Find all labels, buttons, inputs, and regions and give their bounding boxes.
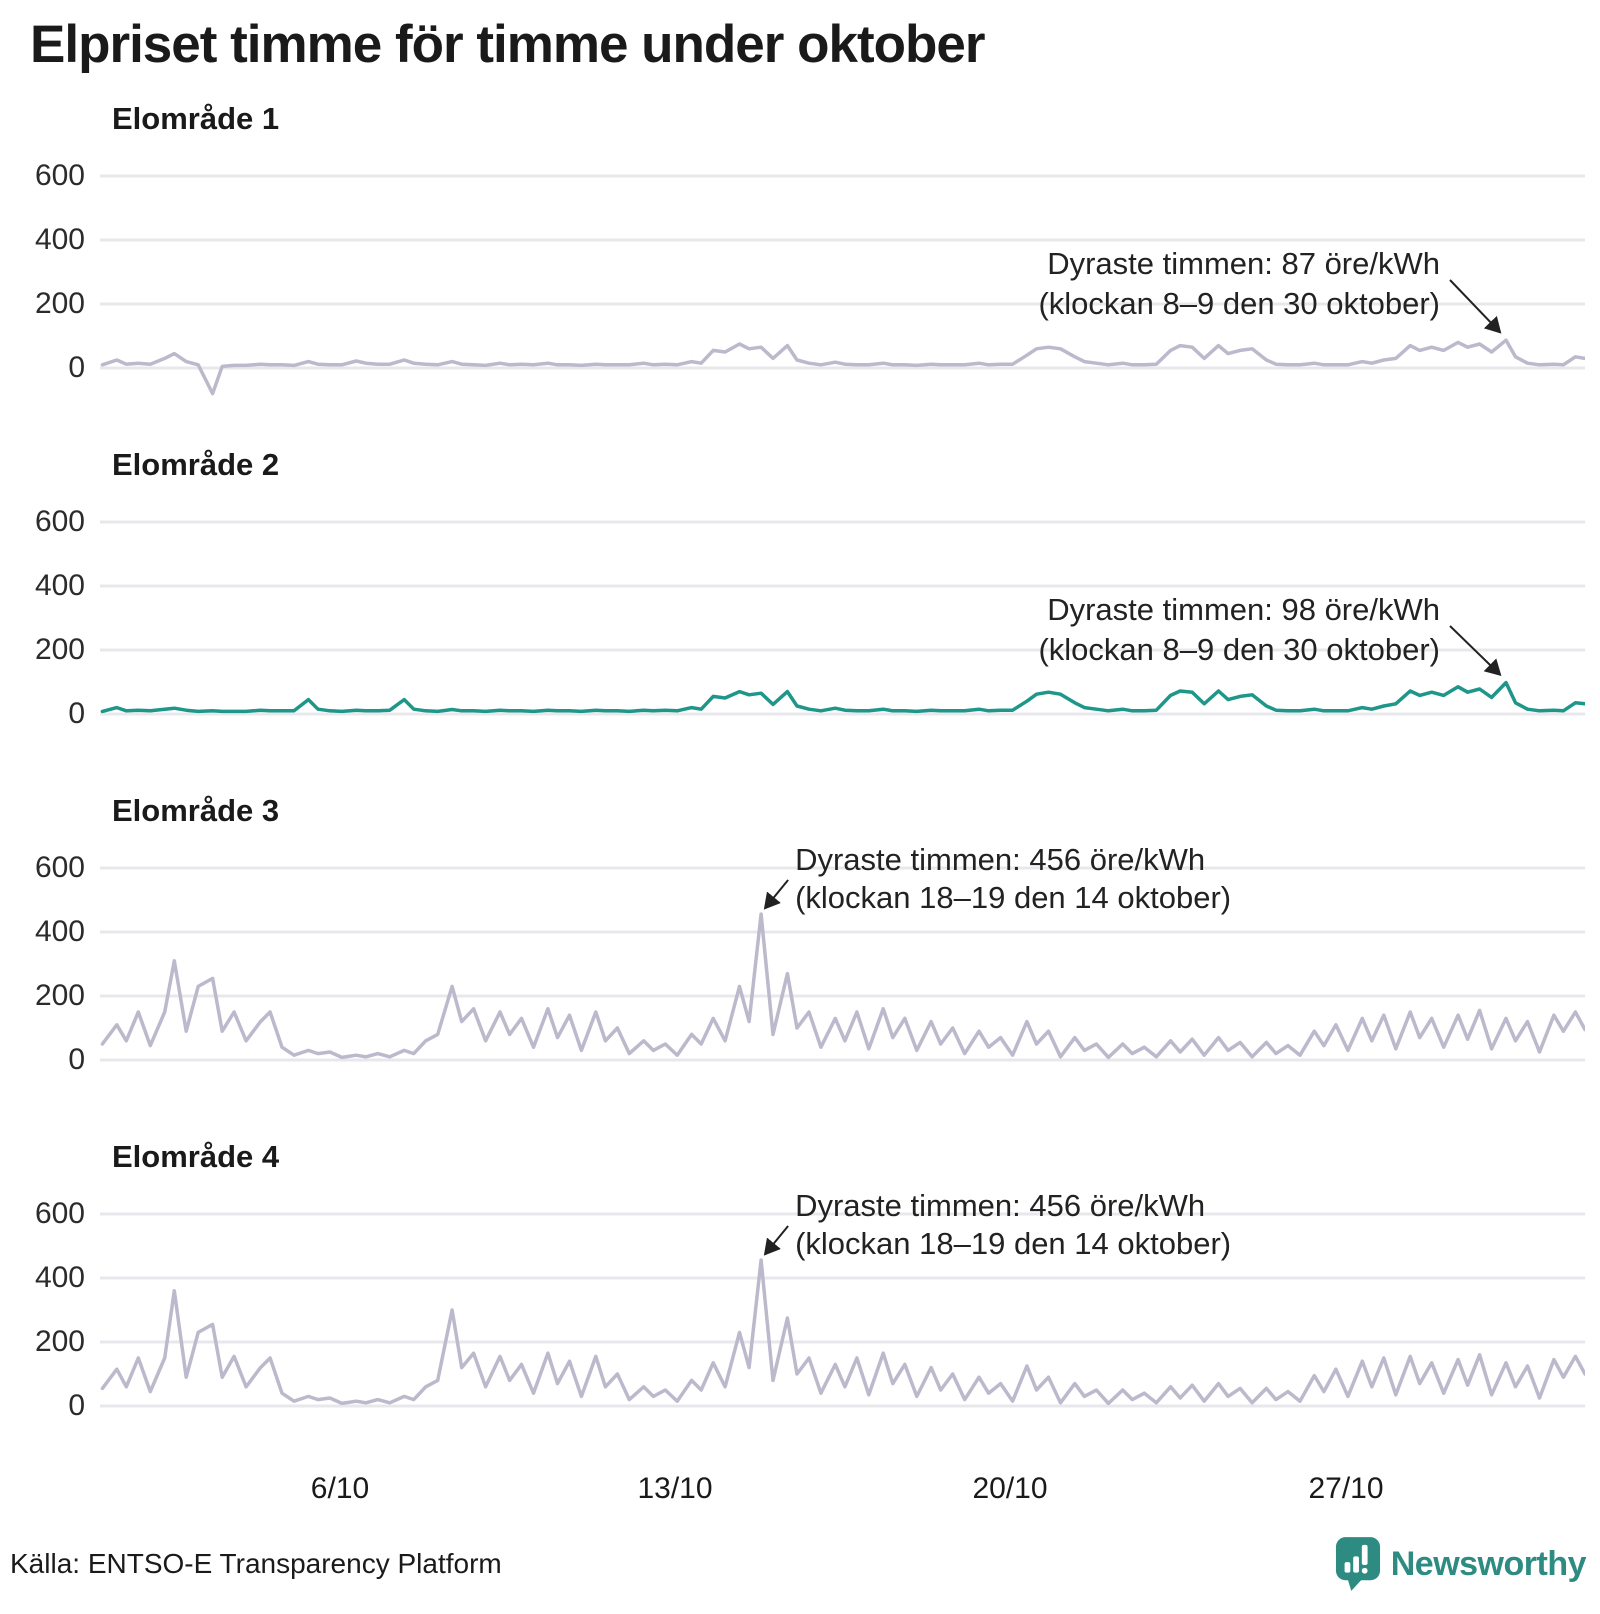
max-annotation-line2: (klockan 18–19 den 14 oktober) — [795, 1226, 1231, 1261]
panel-title: Elområde 1 — [112, 101, 280, 136]
y-tick-label: 200 — [34, 287, 85, 320]
max-annotation-line1: Dyraste timmen: 98 öre/kWh — [1047, 592, 1440, 627]
x-axis-labels: 6/10 13/10 20/10 27/10 — [100, 1468, 1585, 1510]
source-credit: Källa: ENTSO-E Transparency Platform — [10, 1548, 502, 1579]
y-tick-label: 0 — [68, 1043, 85, 1076]
y-tick-label: 600 — [34, 851, 85, 884]
x-tick-label: 20/10 — [972, 1472, 1048, 1505]
price-line-chart: Dyraste timmen: 98 öre/kWh (klockan 8–9 d… — [100, 520, 1585, 716]
y-tick-label: 400 — [34, 569, 85, 602]
max-annotation-line1: Dyraste timmen: 456 öre/kWh — [795, 1188, 1205, 1223]
price-line — [100, 912, 1585, 1060]
max-annotation-arrow — [763, 879, 789, 910]
max-annotation-line2: (klockan 8–9 den 30 oktober) — [1038, 286, 1440, 321]
y-axis-labels: 600 400 200 0 — [0, 144, 100, 416]
x-tick-label: 13/10 — [637, 1472, 713, 1505]
price-line-chart: Dyraste timmen: 456 öre/kWh(klockan 18–1… — [100, 1188, 1585, 1408]
panel-title: Elområde 4 — [112, 1139, 280, 1174]
y-tick-label: 0 — [68, 1389, 85, 1422]
max-annotation-line2: (klockan 18–19 den 14 oktober) — [795, 880, 1231, 915]
y-tick-label: 200 — [34, 979, 85, 1012]
y-tick-label: 600 — [34, 505, 85, 538]
max-annotation-line1: Dyraste timmen: 456 öre/kWh — [795, 842, 1205, 877]
max-annotation-line1: Dyraste timmen: 87 öre/kWh — [1047, 246, 1440, 281]
panel-elomrade-4: Elområde 4 600 400 200 0 Dyraste timmen:… — [0, 1138, 1600, 1454]
newsworthy-logo-icon — [1335, 1537, 1380, 1591]
y-tick-label: 200 — [34, 633, 85, 666]
page-title: Elpriset timme för timme under oktober — [30, 15, 985, 74]
newsworthy-logo-text: Newsworthy — [1390, 1544, 1587, 1583]
y-tick-label: 200 — [34, 1325, 85, 1358]
y-axis-labels: 600 400 200 0 — [0, 836, 100, 1108]
chart-row: 600 400 200 0 Dyraste timmen: 456 öre/kW… — [0, 836, 1600, 1108]
y-tick-label: 0 — [68, 351, 85, 384]
y-tick-label: 400 — [34, 223, 85, 256]
y-tick-label: 600 — [34, 159, 85, 192]
footer: Källa: ENTSO-E Transparency Platform New… — [10, 1536, 1587, 1592]
price-line — [100, 338, 1585, 396]
price-line-chart: Dyraste timmen: 87 öre/kWh (klockan 8–9 d… — [100, 174, 1585, 396]
panel-elomrade-1: Elområde 1 600 400 200 0 Dyraste timmen:… — [0, 100, 1600, 416]
max-annotation-arrow — [1449, 625, 1502, 676]
chart-row: 600 400 200 0 Dyraste timmen: 98 öre/kWh… — [0, 490, 1600, 762]
price-line — [100, 680, 1585, 714]
y-tick-label: 400 — [34, 1261, 85, 1294]
chart-row: 600 400 200 0 Dyraste timmen: 456 öre/kW… — [0, 1182, 1600, 1454]
newsworthy-brand: Newsworthy — [1335, 1536, 1587, 1592]
price-line — [100, 1258, 1585, 1406]
panel-elomrade-3: Elområde 3 600 400 200 0 Dyraste timmen:… — [0, 792, 1600, 1108]
max-annotation-line2: (klockan 8–9 den 30 oktober) — [1038, 632, 1440, 667]
panel-title: Elområde 3 — [112, 793, 280, 828]
infographic: { "title": "Elpriset timme för timme und… — [0, 14, 1600, 1614]
y-tick-label: 400 — [34, 915, 85, 948]
y-tick-label: 0 — [68, 697, 85, 730]
price-line-chart: Dyraste timmen: 456 öre/kWh(klockan 18–1… — [100, 842, 1585, 1062]
y-axis-labels: 600 400 200 0 — [0, 1182, 100, 1454]
chart-row: 600 400 200 0 Dyraste timmen: 87 öre/kWh… — [0, 144, 1600, 416]
max-annotation-arrow — [1449, 279, 1502, 334]
x-tick-label: 6/10 — [310, 1472, 370, 1505]
y-axis-labels: 600 400 200 0 — [0, 490, 100, 762]
panel-elomrade-2: Elområde 2 600 400 200 0 Dyraste timmen:… — [0, 446, 1600, 762]
x-tick-label: 27/10 — [1308, 1472, 1384, 1505]
max-annotation-arrow — [763, 1225, 789, 1256]
panel-title: Elområde 2 — [112, 447, 280, 482]
y-tick-label: 600 — [34, 1197, 85, 1230]
